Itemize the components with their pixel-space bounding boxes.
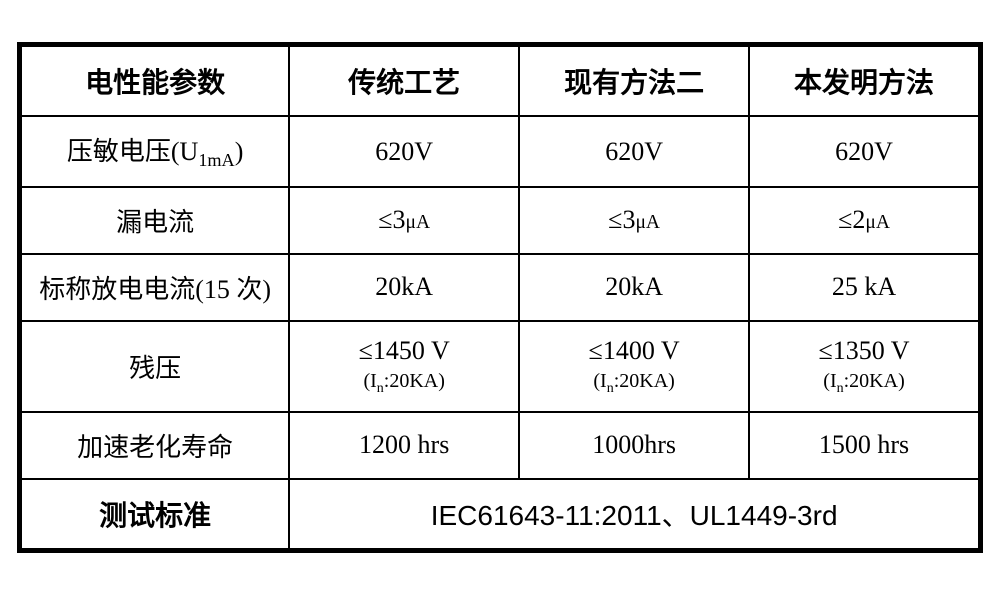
value-cell: 620V xyxy=(749,116,979,186)
sub-note: (In:20KA) xyxy=(593,370,674,397)
comparison-table: 电性能参数 传统工艺 现有方法二 本发明方法 压敏电压(U1mA) 620V 6… xyxy=(20,45,980,549)
table-row: 标称放电电流(15 次) 20kA 20kA 25 kA xyxy=(21,254,979,321)
sub-note: (In:20KA) xyxy=(823,370,904,397)
value-cell: 20kA xyxy=(519,254,749,321)
param-cell: 标称放电电流(15 次) xyxy=(21,254,289,321)
header-method2: 现有方法二 xyxy=(519,46,749,116)
main-value: ≤1450 V xyxy=(359,336,450,366)
footer-row: 测试标准 IEC61643-11:2011、UL1449-3rd xyxy=(21,479,979,549)
value-cell: 1000hrs xyxy=(519,412,749,479)
value-cell: 1200 hrs xyxy=(289,412,519,479)
value-cell: ≤3μA xyxy=(289,187,519,254)
footer-value: IEC61643-11:2011、UL1449-3rd xyxy=(289,479,979,549)
header-traditional: 传统工艺 xyxy=(289,46,519,116)
value-cell: ≤2μA xyxy=(749,187,979,254)
table-row: 残压 ≤1450 V (In:20KA) ≤1400 V (In:20KA) ≤ xyxy=(21,321,979,412)
value-cell: ≤1400 V (In:20KA) xyxy=(519,321,749,412)
header-row: 电性能参数 传统工艺 现有方法二 本发明方法 xyxy=(21,46,979,116)
comparison-table-container: 电性能参数 传统工艺 现有方法二 本发明方法 压敏电压(U1mA) 620V 6… xyxy=(17,42,983,552)
param-cell: 残压 xyxy=(21,321,289,412)
value-cell: ≤1350 V (In:20KA) xyxy=(749,321,979,412)
value-cell: ≤1450 V (In:20KA) xyxy=(289,321,519,412)
table-row: 压敏电压(U1mA) 620V 620V 620V xyxy=(21,116,979,186)
header-invention: 本发明方法 xyxy=(749,46,979,116)
header-param: 电性能参数 xyxy=(21,46,289,116)
table-header: 电性能参数 传统工艺 现有方法二 本发明方法 xyxy=(21,46,979,116)
sub-note: (In:20KA) xyxy=(363,370,444,397)
value-cell: 620V xyxy=(289,116,519,186)
value-cell: 25 kA xyxy=(749,254,979,321)
table-body: 压敏电压(U1mA) 620V 620V 620V 漏电流 ≤3μA ≤3μA … xyxy=(21,116,979,548)
param-cell: 压敏电压(U1mA) xyxy=(21,116,289,186)
param-cell: 漏电流 xyxy=(21,187,289,254)
value-cell: 20kA xyxy=(289,254,519,321)
main-value: ≤1350 V xyxy=(818,336,909,366)
footer-label: 测试标准 xyxy=(21,479,289,549)
value-cell: 620V xyxy=(519,116,749,186)
table-row: 加速老化寿命 1200 hrs 1000hrs 1500 hrs xyxy=(21,412,979,479)
value-cell: 1500 hrs xyxy=(749,412,979,479)
main-value: ≤1400 V xyxy=(589,336,680,366)
table-row: 漏电流 ≤3μA ≤3μA ≤2μA xyxy=(21,187,979,254)
param-cell: 加速老化寿命 xyxy=(21,412,289,479)
value-cell: ≤3μA xyxy=(519,187,749,254)
